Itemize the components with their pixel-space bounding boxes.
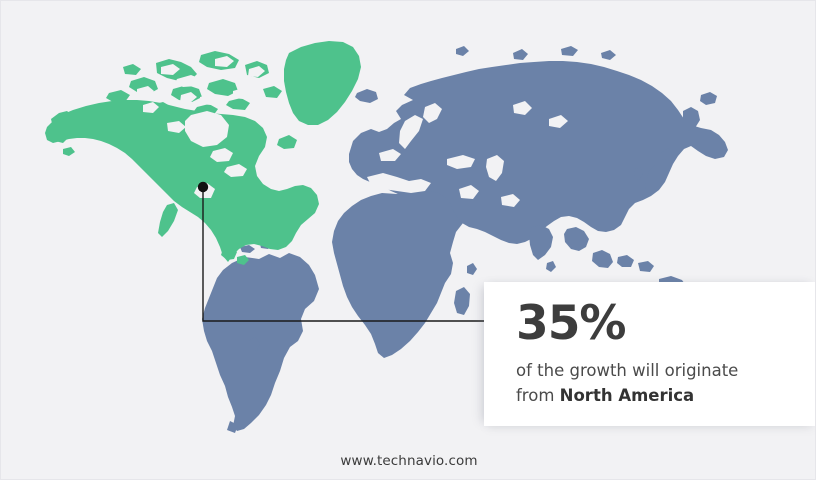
callout-region-name: North America [559, 386, 695, 406]
callout-card: 35% of the growth will originate from No… [484, 282, 815, 426]
callout-line-1: of the growth will originate [516, 360, 739, 380]
callout-line-2-prefix: from [516, 386, 560, 406]
headline-percent: 35% [516, 296, 627, 351]
footer-url[interactable]: www.technavio.com [340, 453, 478, 469]
callout-line-2: from North America [516, 383, 789, 408]
